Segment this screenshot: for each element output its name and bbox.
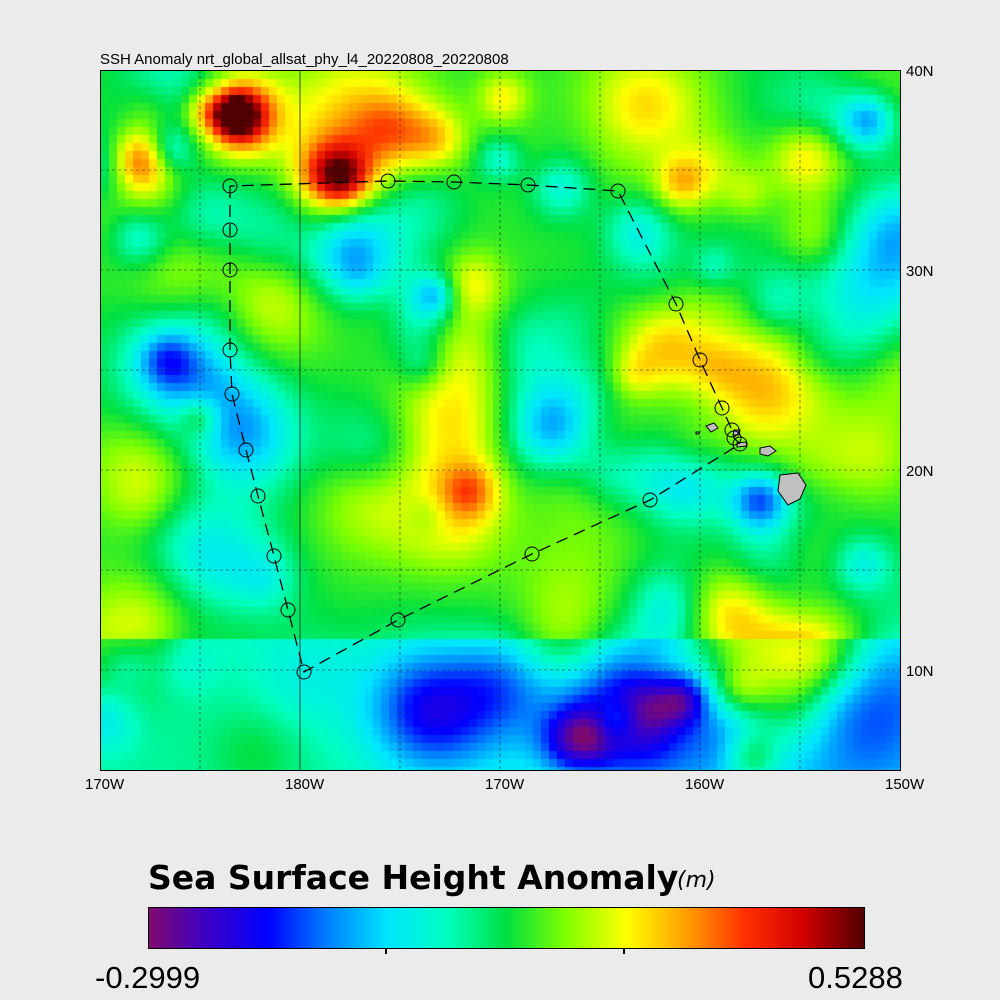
track-waypoint-marker	[668, 296, 684, 312]
track-waypoint-marker	[296, 664, 312, 680]
track-waypoint-marker	[280, 602, 296, 618]
map-overlay	[100, 70, 900, 770]
track-waypoint-marker	[390, 612, 406, 628]
lon-label: 170W	[485, 776, 525, 793]
track-waypoint-marker	[222, 178, 238, 194]
track-waypoint-marker	[266, 548, 282, 564]
track-waypoint-marker	[726, 430, 742, 446]
colorbar-min-label: -0.2999	[95, 960, 201, 995]
niihau-island	[695, 431, 700, 435]
track-waypoint-marker	[238, 442, 254, 458]
track-waypoint-marker	[714, 400, 730, 416]
colorbar-title: Sea Surface Height Anomaly	[148, 858, 679, 897]
colorbar-tick	[623, 948, 625, 954]
track-waypoint-marker	[222, 262, 238, 278]
track-waypoint-marker	[524, 546, 540, 562]
track-waypoint-marker	[724, 422, 740, 438]
colorbar	[148, 907, 865, 949]
glider-track-line	[229, 180, 742, 673]
lat-label: 20N	[906, 463, 934, 480]
track-waypoint-marker	[692, 352, 708, 368]
track-waypoint-marker	[610, 183, 626, 199]
kauai-island	[705, 422, 719, 433]
colorbar-max-label: 0.5288	[808, 960, 903, 995]
hawaii-big-island	[777, 472, 807, 506]
lat-label: 30N	[906, 263, 934, 280]
track-waypoint-marker	[222, 222, 238, 238]
lon-label: 170W	[85, 776, 125, 793]
track-waypoint-marker	[520, 177, 536, 193]
lon-label: 150W	[885, 776, 925, 793]
track-waypoint-marker	[380, 173, 396, 189]
colorbar-tick	[385, 948, 387, 954]
track-waypoint-marker	[642, 492, 658, 508]
plot-title: SSH Anomaly nrt_global_allsat_phy_l4_202…	[100, 51, 509, 68]
maui-island	[759, 445, 777, 457]
lat-label: 10N	[906, 663, 934, 680]
track-waypoint-marker	[732, 436, 748, 452]
track-waypoint-marker	[222, 342, 238, 358]
track-waypoint-marker	[224, 386, 240, 402]
lon-label: 180W	[285, 776, 325, 793]
track-waypoint-marker	[250, 488, 266, 504]
lon-label: 160W	[685, 776, 725, 793]
colorbar-unit: (m)	[677, 868, 716, 893]
lat-label: 40N	[906, 63, 934, 80]
track-waypoint-marker	[446, 174, 462, 190]
ssh-anomaly-map	[100, 70, 901, 771]
